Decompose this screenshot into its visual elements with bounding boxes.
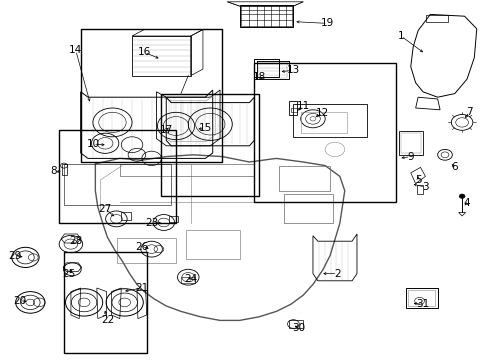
Bar	[117, 238, 176, 263]
Bar	[168, 216, 177, 222]
Bar	[278, 166, 329, 191]
Text: 14: 14	[69, 45, 82, 55]
Text: 24: 24	[183, 274, 197, 284]
Bar	[256, 61, 288, 79]
Bar	[398, 131, 422, 155]
Text: 28: 28	[69, 236, 82, 246]
Bar	[290, 108, 296, 112]
Text: 10: 10	[86, 139, 99, 149]
Bar	[293, 104, 366, 137]
Bar	[121, 212, 131, 220]
Text: 13: 13	[286, 65, 300, 75]
Bar	[239, 5, 293, 27]
Bar	[258, 62, 286, 78]
Text: 9: 9	[407, 152, 413, 162]
Text: 18: 18	[252, 72, 265, 82]
Text: 22: 22	[101, 315, 114, 325]
Text: 3: 3	[421, 182, 428, 192]
Text: 12: 12	[315, 108, 329, 118]
Bar	[416, 185, 422, 194]
Text: 6: 6	[450, 162, 457, 172]
Text: 16: 16	[137, 47, 151, 57]
Text: 17: 17	[159, 125, 173, 135]
Text: 2: 2	[333, 269, 340, 279]
Bar	[400, 133, 420, 153]
Text: 29: 29	[8, 251, 21, 261]
Circle shape	[458, 194, 464, 198]
Text: 15: 15	[198, 123, 212, 133]
Text: 1: 1	[397, 31, 404, 41]
Bar	[288, 320, 303, 328]
Text: 8: 8	[50, 166, 57, 176]
Text: 19: 19	[320, 18, 334, 28]
Text: 20: 20	[13, 296, 26, 306]
Text: 23: 23	[144, 218, 158, 228]
Bar	[241, 6, 291, 26]
Text: 4: 4	[463, 198, 469, 208]
Bar	[300, 112, 346, 133]
Bar	[283, 194, 332, 223]
Bar	[59, 130, 176, 223]
Bar	[63, 164, 171, 205]
Bar	[63, 252, 146, 353]
Bar	[81, 29, 222, 162]
Bar	[61, 164, 66, 175]
Bar	[161, 94, 259, 196]
Bar	[254, 63, 395, 202]
Text: 30: 30	[291, 323, 304, 333]
Text: 25: 25	[61, 269, 75, 279]
Text: 26: 26	[135, 242, 148, 252]
Bar	[185, 230, 239, 259]
Bar	[426, 15, 447, 22]
Text: 7: 7	[465, 107, 472, 117]
Bar	[288, 101, 297, 115]
Bar	[254, 59, 278, 77]
Bar	[405, 288, 437, 308]
Bar	[181, 277, 194, 283]
Text: 5: 5	[414, 175, 421, 185]
Text: 31: 31	[415, 299, 429, 309]
Text: 11: 11	[296, 101, 309, 111]
Text: 27: 27	[98, 204, 112, 214]
Text: 21: 21	[135, 283, 148, 293]
Bar	[407, 290, 434, 306]
